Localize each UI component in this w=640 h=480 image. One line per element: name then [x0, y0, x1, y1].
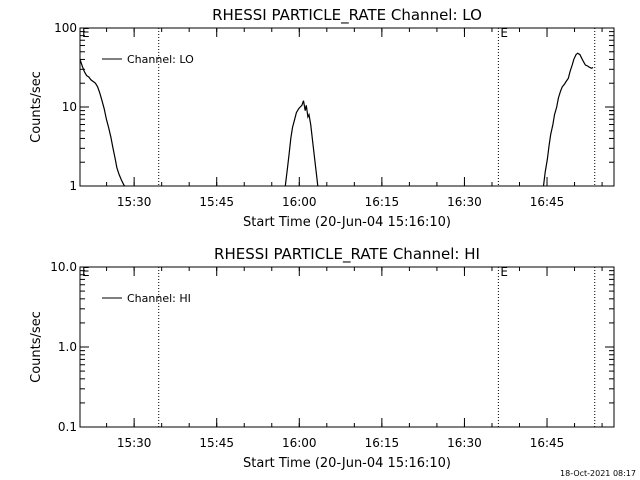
chart-panel-1: RHESSI PARTICLE_RATE Channel: LO Start Ti…	[29, 6, 615, 230]
y-tick-label: 1	[69, 179, 77, 193]
event-marker-label: E	[500, 265, 508, 279]
x-tick-label: 15:30	[117, 195, 152, 209]
x-tick-label: 15:45	[199, 195, 234, 209]
x-axis-label: Start Time (20-Jun-04 15:16:10)	[243, 215, 451, 230]
series-line	[542, 52, 594, 186]
y-tick-label: 1.0	[58, 340, 77, 354]
x-tick-label: 16:00	[282, 436, 317, 450]
y-tick-label: 10	[62, 100, 77, 114]
plot-frame	[79, 266, 615, 428]
timestamp-label: 18-Oct-2021 08:17	[560, 469, 636, 478]
x-tick-label: 16:45	[530, 195, 565, 209]
series-line	[284, 100, 319, 186]
x-tick-label: 16:30	[447, 195, 482, 209]
corner-flag-label: E	[82, 26, 90, 40]
y-tick-label: 0.1	[58, 420, 77, 434]
x-tick-label: 16:45	[530, 436, 565, 450]
x-tick-label: 15:45	[199, 436, 234, 450]
legend-entry: Channel: HI	[127, 292, 191, 305]
legend-entry: Channel: LO	[127, 53, 194, 66]
corner-flag-label: E	[82, 265, 90, 279]
x-axis-label: Start Time (20-Jun-04 15:16:10)	[243, 456, 451, 471]
y-axis-label: Counts/sec	[29, 311, 44, 383]
chart-panel-2: RHESSI PARTICLE_RATE Channel: HI Start Ti…	[29, 245, 615, 471]
y-tick-label: 10.0	[50, 260, 77, 274]
chart-title: RHESSI PARTICLE_RATE Channel: HI	[214, 245, 480, 264]
x-tick-label: 16:15	[365, 195, 400, 209]
x-tick-label: 16:00	[282, 195, 317, 209]
series-line	[80, 59, 126, 186]
plot-frame	[79, 27, 615, 187]
y-axis-label: Counts/sec	[29, 71, 44, 143]
chart-title: RHESSI PARTICLE_RATE Channel: LO	[212, 6, 482, 25]
x-tick-label: 16:15	[365, 436, 400, 450]
x-tick-label: 15:30	[117, 436, 152, 450]
x-tick-label: 16:30	[447, 436, 482, 450]
event-marker-label: E	[500, 26, 508, 40]
y-tick-label: 100	[54, 21, 77, 35]
